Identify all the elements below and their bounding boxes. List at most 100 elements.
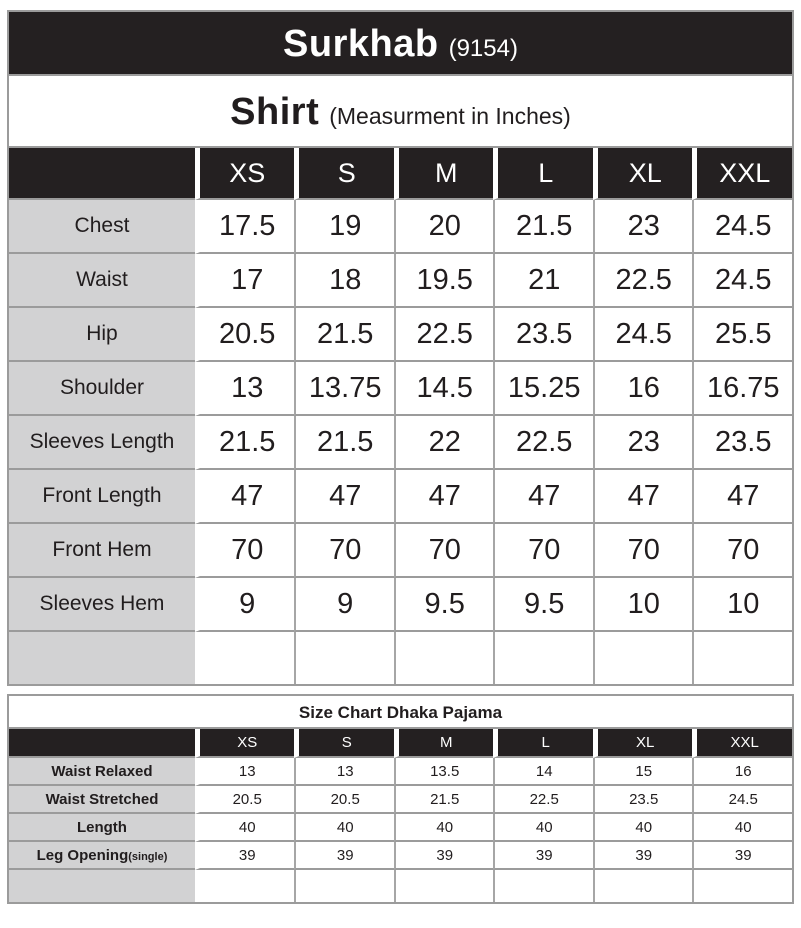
empty-cell (592, 870, 693, 902)
measurement-value-cell: 21.5 (194, 416, 295, 470)
empty-cell (393, 632, 494, 684)
measurement-value-cell: 47 (393, 470, 494, 524)
brand-name: Surkhab (283, 23, 439, 65)
measurement-value-cell: 39 (194, 842, 295, 870)
size-column-header-xs: XS (194, 148, 295, 200)
measurement-value-cell: 21.5 (493, 200, 593, 254)
table-row-waist-relaxed: Waist Relaxed 13 13 13.5 14 15 16 (9, 758, 792, 786)
measurement-value-cell: 22.5 (592, 254, 693, 308)
measurement-value-cell: 70 (592, 524, 693, 578)
brand-code: (9154) (448, 35, 518, 62)
garment-name: Shirt (230, 91, 320, 133)
table-row-empty (9, 632, 792, 684)
measurement-row-label: Hip (9, 308, 195, 362)
measurement-value-cell: 22.5 (493, 416, 593, 470)
size-column-header-xxl: XXL (692, 148, 792, 200)
measurement-row-label: Front Length (9, 470, 195, 524)
measurement-value-cell: 13.5 (393, 758, 494, 786)
size-column-header-l: L (493, 729, 593, 758)
empty-cell (493, 870, 593, 902)
measurement-value-cell: 70 (294, 524, 394, 578)
measurement-value-cell: 23.5 (592, 786, 693, 814)
measurement-value-cell: 9.5 (493, 578, 593, 632)
table-row-sleeves-hem: Sleeves Hem 9 9 9.5 9.5 10 10 (9, 578, 792, 632)
measurement-row-label: Length (9, 814, 195, 842)
measurement-row-label: Front Hem (9, 524, 195, 578)
measurement-row-label: Sleeves Length (9, 416, 195, 470)
measurement-row-label-suffix: (single) (128, 850, 168, 863)
measurement-value-cell: 22.5 (493, 786, 593, 814)
size-column-header-m: M (393, 148, 494, 200)
measurement-value-cell: 23.5 (692, 416, 792, 470)
measurement-value-cell: 21.5 (393, 786, 494, 814)
size-column-header-s: S (294, 729, 394, 758)
shirt-size-chart: Surkhab (9154) Shirt (Measurment in Inches… (7, 10, 794, 686)
measurement-value-cell: 20.5 (194, 308, 295, 362)
measurement-value-cell: 40 (592, 814, 693, 842)
size-column-header-m: M (393, 729, 494, 758)
measurement-value-cell: 39 (393, 842, 494, 870)
size-column-header-l: L (493, 148, 593, 200)
measurement-row-label: Leg Opening(single) (9, 842, 195, 870)
measurement-value-cell: 10 (592, 578, 693, 632)
table-row-chest: Chest 17.5 19 20 21.5 23 24.5 (9, 200, 792, 254)
table-row-shoulder: Shoulder 13 13.75 14.5 15.25 16 16.75 (9, 362, 792, 416)
table-row-length: Length 40 40 40 40 40 40 (9, 814, 792, 842)
measurement-row-label: Sleeves Hem (9, 578, 195, 632)
measurement-value-cell: 21 (493, 254, 593, 308)
empty-header-cell (9, 148, 195, 200)
empty-cell (393, 870, 494, 902)
measurement-value-cell: 21.5 (294, 416, 394, 470)
measurement-value-cell: 24.5 (692, 786, 792, 814)
size-column-header-xl: XL (592, 729, 693, 758)
empty-cell (294, 870, 394, 902)
measurement-row-label: Chest (9, 200, 195, 254)
measurement-value-cell: 20.5 (194, 786, 295, 814)
measurement-value-cell: 39 (493, 842, 593, 870)
measurement-value-cell: 14 (493, 758, 593, 786)
empty-cell (294, 632, 394, 684)
measurement-value-cell: 70 (393, 524, 494, 578)
measurement-value-cell: 39 (294, 842, 394, 870)
empty-cell (194, 632, 295, 684)
measurement-value-cell: 16 (692, 758, 792, 786)
measurement-value-cell: 40 (692, 814, 792, 842)
measurement-value-cell: 70 (692, 524, 792, 578)
measurement-row-label-text: Leg Opening (36, 846, 129, 864)
empty-cell (692, 870, 792, 902)
measurement-value-cell: 10 (692, 578, 792, 632)
size-column-header-s: S (294, 148, 394, 200)
measurement-value-cell: 39 (592, 842, 693, 870)
measurement-value-cell: 22.5 (393, 308, 494, 362)
measurement-value-cell: 13.75 (294, 362, 394, 416)
chart-subtitle-bar: Shirt (Measurment in Inches) (9, 76, 792, 148)
size-column-header-xl: XL (592, 148, 693, 200)
table-row-waist: Waist 17 18 19.5 21 22.5 24.5 (9, 254, 792, 308)
measurement-value-cell: 17.5 (194, 200, 295, 254)
table-row-leg-opening: Leg Opening(single) 39 39 39 39 39 39 (9, 842, 792, 870)
measurement-value-cell: 17 (194, 254, 295, 308)
measurement-value-cell: 47 (194, 470, 295, 524)
measurement-value-cell: 20.5 (294, 786, 394, 814)
measurement-value-cell: 20 (393, 200, 494, 254)
pajama-size-chart: Size Chart Dhaka Pajama XS S M L XL XXL … (7, 694, 794, 904)
empty-cell (194, 870, 295, 902)
measurement-value-cell: 15 (592, 758, 693, 786)
measurement-value-cell: 9 (294, 578, 394, 632)
pajama-chart-title: Size Chart Dhaka Pajama (9, 696, 792, 729)
measurement-value-cell: 18 (294, 254, 394, 308)
empty-cell (592, 632, 693, 684)
measurement-value-cell: 47 (692, 470, 792, 524)
size-column-header-xs: XS (194, 729, 295, 758)
measurement-value-cell: 23 (592, 416, 693, 470)
empty-label-cell (9, 870, 195, 902)
measurement-value-cell: 25.5 (692, 308, 792, 362)
measurement-value-cell: 14.5 (393, 362, 494, 416)
measurement-value-cell: 24.5 (692, 200, 792, 254)
measurement-value-cell: 47 (493, 470, 593, 524)
measurement-row-label: Shoulder (9, 362, 195, 416)
measurement-value-cell: 24.5 (592, 308, 693, 362)
measurement-row-label: Waist Relaxed (9, 758, 195, 786)
measurement-value-cell: 21.5 (294, 308, 394, 362)
